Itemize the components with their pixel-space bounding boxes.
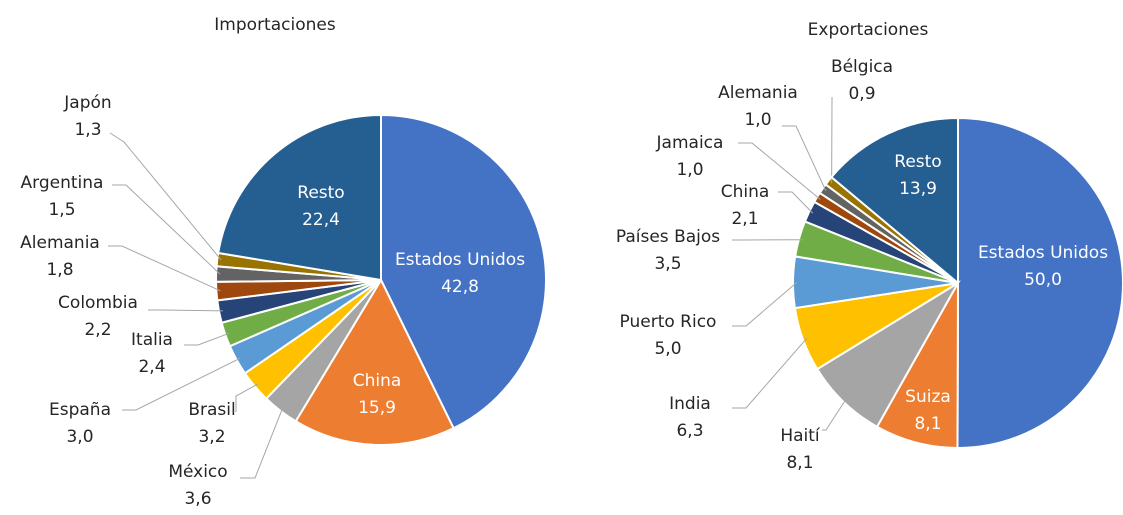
leader-line [732,282,797,326]
slice-label: Italia [131,330,173,350]
slice-value: 5,0 [654,339,681,359]
leader-line [108,246,220,291]
slice-label: España [49,400,111,420]
slice-label: Estados Unidos [978,243,1108,263]
slice-label: Argentina [21,173,104,193]
slice-label: Colombia [58,293,138,313]
slice-label: China [721,182,770,202]
slice-label: Puerto Rico [620,312,717,332]
slice-label: Bélgica [831,57,893,77]
slice-label: Suiza [905,387,951,407]
slice-label: Alemania [20,233,100,253]
slice-label: Haití [780,426,821,446]
slice-value: 3,5 [654,254,681,274]
leader-line [778,192,813,213]
slice-label: Brasil [188,400,235,420]
slice-label: Países Bajos [616,227,720,247]
leader-line [110,133,221,260]
slice-value: 3,6 [184,489,211,509]
leader-line [236,384,258,412]
slice-label: Resto [297,183,344,203]
leader-line [732,338,807,408]
slice-value: 0,9 [848,84,875,104]
slice-value: 2,4 [138,357,165,377]
slice-label: Japón [63,93,111,113]
leader-line [822,399,846,430]
slice-value: 42,8 [441,277,479,297]
slice-value: 8,1 [786,453,813,473]
slice-value: 13,9 [899,179,937,199]
slice-value: 8,1 [914,414,941,434]
slice-value: 2,1 [731,209,758,229]
slice-value: 6,3 [676,421,703,441]
slice-value: 2,2 [84,320,111,340]
slice-label: Alemania [718,83,798,103]
leader-line [184,333,229,345]
slice-value: 1,0 [744,110,771,130]
slice-value: 1,5 [48,200,75,220]
slice-label: Resto [894,152,941,172]
slice-label: India [669,394,711,414]
slice-value: 1,8 [46,260,73,280]
slice-value: 50,0 [1024,270,1062,290]
slice-label: Jamaica [656,133,724,153]
slice-label: China [353,371,402,391]
slice-value: 1,0 [676,160,703,180]
slice-value: 3,0 [66,427,93,447]
slice-value: 1,3 [74,120,101,140]
slice-label: Estados Unidos [395,250,525,270]
leader-line [782,126,826,191]
chart-title: Exportaciones [808,20,929,40]
leader-line [148,310,223,311]
slice-value: 15,9 [358,398,396,418]
chart-title: Importaciones [214,15,336,35]
slice-value: 3,2 [198,427,225,447]
leader-line [112,185,220,274]
leader-line [240,408,283,478]
slice-value: 22,4 [302,210,340,230]
slice-label: México [168,462,227,482]
